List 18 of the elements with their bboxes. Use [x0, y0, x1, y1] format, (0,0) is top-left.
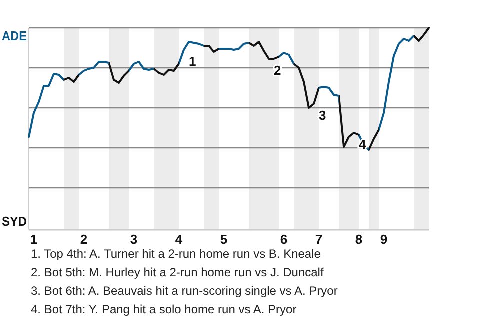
annotation: 2 — [274, 63, 282, 78]
x-tick-label: 6 — [280, 232, 288, 247]
x-tick-label: 4 — [175, 232, 184, 247]
text: 1. Top 4th: A. Turner hit a 2-run home run vs B. Kneale — [31, 247, 322, 261]
annotation: 3 — [319, 108, 326, 123]
x-tick-label: 9 — [380, 232, 388, 247]
annotation: 1 — [189, 54, 196, 69]
x-tick-label: 2 — [80, 232, 88, 247]
text: 3. Bot 6th: A. Beauvais hit a run-scoring single vs A. Pryor — [31, 284, 338, 298]
x-tick-label: 1 — [30, 232, 38, 247]
text: 2. Bot 5th: M. Hurley hit a 2-run home run vs J. Duncalf — [31, 266, 324, 280]
text: 4. Bot 7th: Y. Pang hit a solo home run vs A. Pryor — [31, 302, 297, 316]
x-tick-label: 8 — [355, 232, 363, 247]
x-tick-label: 7 — [315, 232, 323, 247]
x-tick-label: 5 — [220, 232, 228, 247]
x-tick-label: 3 — [130, 232, 138, 247]
text: SYD — [2, 214, 29, 230]
annotation: ADE — [2, 28, 30, 44]
